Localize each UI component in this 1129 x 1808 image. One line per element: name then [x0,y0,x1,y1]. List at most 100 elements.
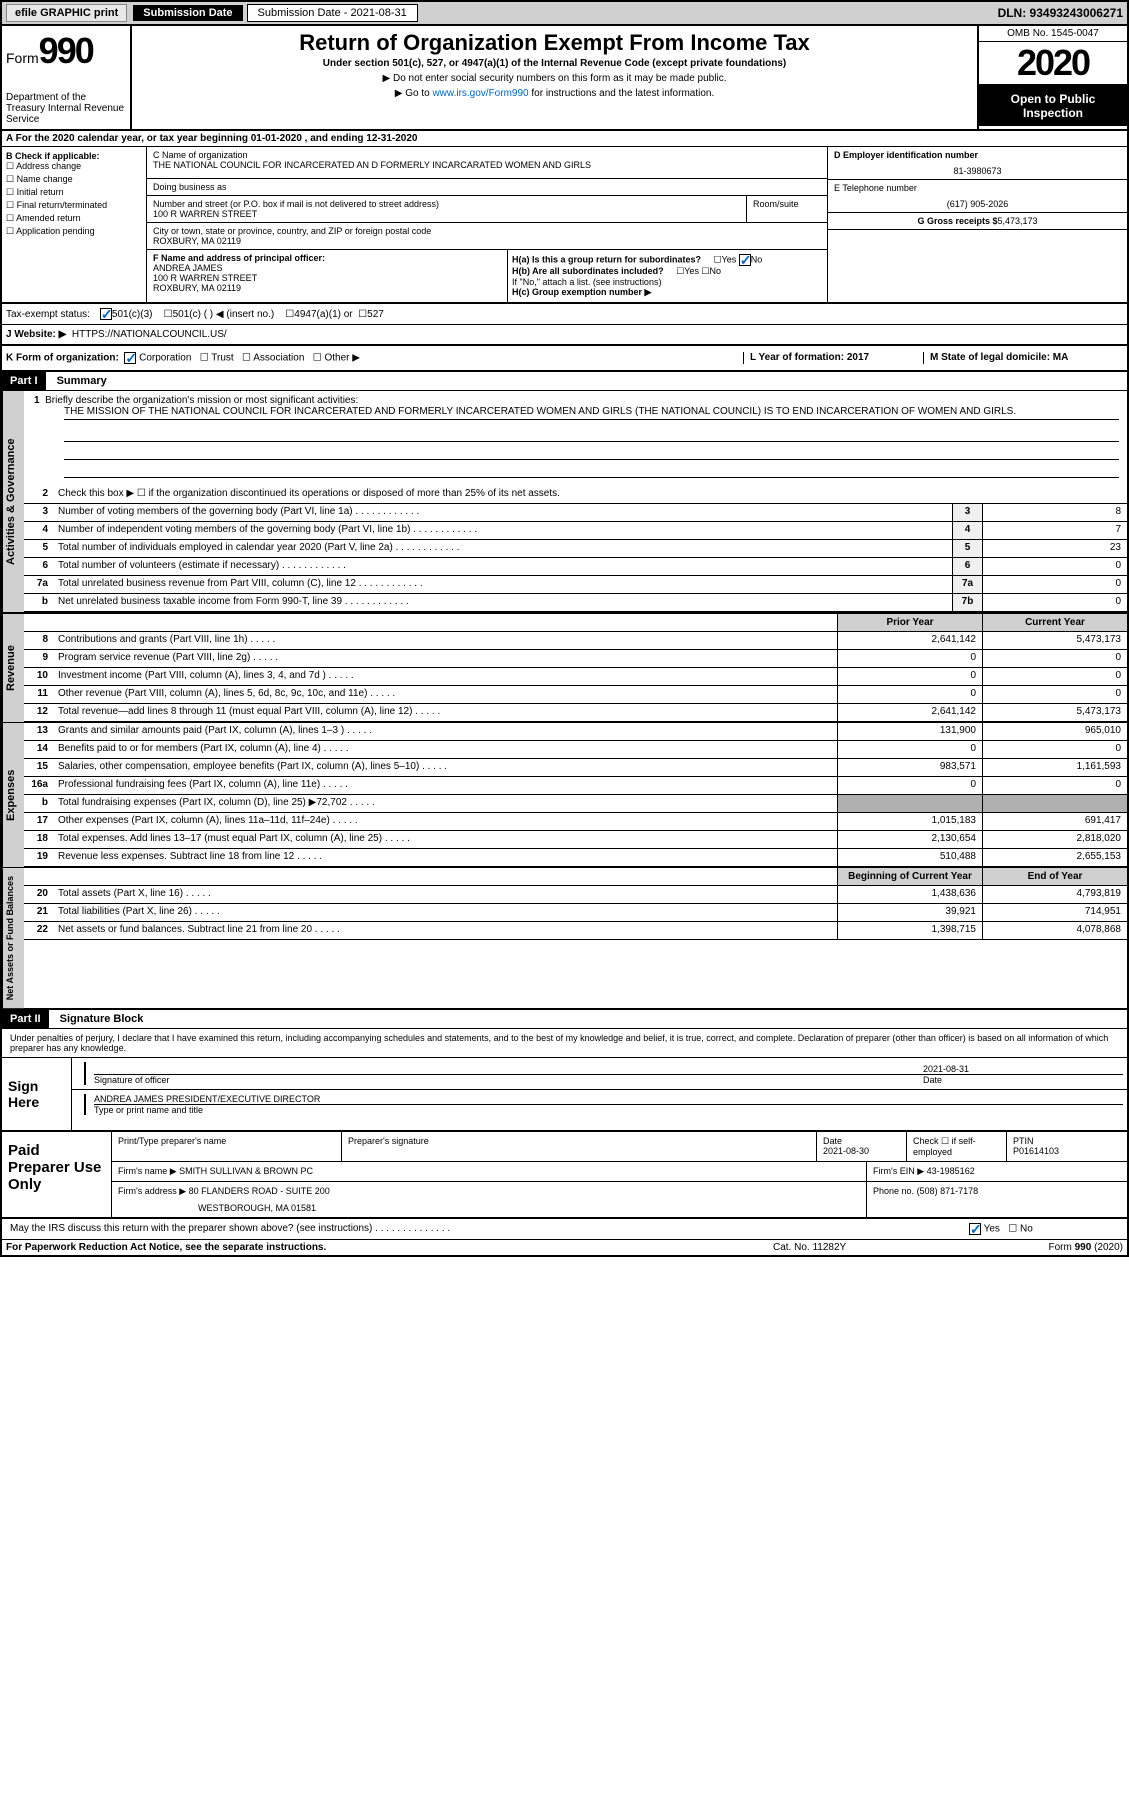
chk-amended[interactable]: ☐ Amended return [6,213,142,224]
city-cell: City or town, state or province, country… [147,223,827,250]
city-label: City or town, state or province, country… [153,226,821,236]
table-row: 20 Total assets (Part X, line 16) . . . … [24,886,1127,904]
prep-title: Paid Preparer Use Only [2,1132,112,1217]
table-row: 6 Total number of volunteers (estimate i… [24,558,1127,576]
expenses-section: Expenses 13 Grants and similar amounts p… [2,722,1127,867]
table-row: b Net unrelated business taxable income … [24,594,1127,612]
opt-4947: 4947(a)(1) or [294,309,352,320]
phone: (617) 905-2026 [834,199,1121,209]
firm-addr-cell: Firm's address ▶ 80 FLANDERS ROAD - SUIT… [112,1182,867,1217]
table-row: 16a Professional fundraising fees (Part … [24,777,1127,795]
date-label: Date [923,1074,1123,1085]
chk-name[interactable]: ☐ Name change [6,174,142,185]
prep-h4: Check ☐ if self-employed [907,1132,1007,1161]
hb: H(b) Are all subordinates included? ☐Yes… [512,266,823,277]
gross-label: G Gross receipts $ [917,216,997,226]
table-row: 8 Contributions and grants (Part VIII, l… [24,632,1127,650]
firm-cell: Firm's name ▶ SMITH SULLIVAN & BROWN PC [112,1162,867,1181]
opt-501c3: 501(c)(3) [112,309,153,320]
table-row: 18 Total expenses. Add lines 13–17 (must… [24,831,1127,849]
ein-label: D Employer identification number [834,150,1121,160]
addr-row: Number and street (or P.O. box if mail i… [147,196,827,223]
table-row: 11 Other revenue (Part VIII, column (A),… [24,686,1127,704]
website-row: J Website: ▶ HTTPS://NATIONALCOUNCIL.US/ [2,325,1127,346]
l-year: L Year of formation: 2017 [743,352,923,364]
prep-row1: Print/Type preparer's name Preparer's si… [112,1132,1127,1162]
side-net: Net Assets or Fund Balances [2,868,24,1008]
chk-pending[interactable]: ☐ Application pending [6,226,142,237]
opt-501c: 501(c) ( ) ◀ (insert no.) [173,309,275,320]
officer-name: ANDREA JAMES [153,263,501,273]
revenue-content: Prior Year Current Year 8 Contributions … [24,614,1127,722]
info-grid: B Check if applicable: ☐ Address change … [2,147,1127,304]
table-row: 21 Total liabilities (Part X, line 26) .… [24,904,1127,922]
net-content: Beginning of Current Year End of Year 20… [24,868,1127,1008]
table-row: 14 Benefits paid to or for members (Part… [24,741,1127,759]
col-b-title: B Check if applicable: [6,151,142,161]
note2-post: for instructions and the latest informat… [529,88,715,99]
table-row: 3 Number of voting members of the govern… [24,504,1127,522]
dln: DLN: 93493243006271 [998,6,1123,20]
blank-line [64,428,1119,442]
dba-cell: Doing business as [147,179,827,196]
table-row: 22 Net assets or fund balances. Subtract… [24,922,1127,940]
table-row: 9 Program service revenue (Part VIII, li… [24,650,1127,668]
irs-discuss-text: May the IRS discuss this return with the… [10,1223,969,1235]
form-label: Form990 [6,30,126,72]
declaration: Under penalties of perjury, I declare th… [2,1029,1127,1058]
tax-status-label: Tax-exempt status: [6,309,90,320]
side-activities: Activities & Governance [2,391,24,612]
k-row: K Form of organization: Corporation ☐ Tr… [2,346,1127,372]
officer-addr2: ROXBURY, MA 02119 [153,283,501,293]
phone-cell: E Telephone number (617) 905-2026 [828,180,1127,213]
col-right: D Employer identification number 81-3980… [827,147,1127,302]
chk-irs-yes[interactable] [969,1223,981,1235]
officer-label: F Name and address of principal officer: [153,253,501,263]
tax-status-row: Tax-exempt status: 501(c)(3) ☐ 501(c) ( … [2,304,1127,325]
efile-button[interactable]: efile GRAPHIC print [6,4,127,22]
chk-corp[interactable] [124,352,136,364]
prep-row2: Firm's name ▶ SMITH SULLIVAN & BROWN PC … [112,1162,1127,1182]
prep-h2: Preparer's signature [342,1132,817,1161]
irs-link[interactable]: www.irs.gov/Form990 [432,88,528,99]
sign-block: Sign Here Signature of officer 2021-08-3… [2,1058,1127,1132]
k-label: K Form of organization: [6,353,119,364]
prep-h1: Print/Type preparer's name [112,1132,342,1161]
gross-val: 5,473,173 [998,216,1038,226]
chk-final[interactable]: ☐ Final return/terminated [6,200,142,211]
prep-row3: Firm's address ▶ 80 FLANDERS ROAD - SUIT… [112,1182,1127,1217]
ch-begin: Beginning of Current Year [837,868,982,885]
table-row: 12 Total revenue—add lines 8 through 11 … [24,704,1127,722]
ein: 81-3980673 [834,166,1121,176]
prep-date-cell: Date2021-08-30 [817,1132,907,1161]
sign-row1: Signature of officer 2021-08-31 Date [72,1058,1127,1090]
chk-initial[interactable]: ☐ Initial return [6,187,142,198]
table-row: 19 Revenue less expenses. Subtract line … [24,849,1127,867]
mission-text: THE MISSION OF THE NATIONAL COUNCIL FOR … [64,406,1119,420]
officer-cell: F Name and address of principal officer:… [147,250,507,302]
room-cell: Room/suite [747,196,827,223]
org-name: THE NATIONAL COUNCIL FOR INCARCERATED AN… [153,160,821,170]
table-row: 13 Grants and similar amounts paid (Part… [24,723,1127,741]
note2-pre: ▶ Go to [395,88,433,99]
part2-label: Part II [2,1010,49,1028]
name-label: Type or print name and title [94,1104,1123,1115]
side-expenses: Expenses [2,723,24,867]
form-container: efile GRAPHIC print Submission Date Subm… [0,0,1129,1257]
chk-address[interactable]: ☐ Address change [6,161,142,172]
footer-left: For Paperwork Reduction Act Notice, see … [6,1242,773,1253]
officer-name-title: ANDREA JAMES PRESIDENT/EXECUTIVE DIRECTO… [94,1094,1123,1104]
table-row: 5 Total number of individuals employed i… [24,540,1127,558]
tax-year: 2020 [979,42,1127,86]
h-section: H(a) Is this a group return for subordin… [507,250,827,302]
chk-501c3[interactable] [100,308,112,320]
sig-field[interactable]: Signature of officer [84,1062,923,1085]
part2-title: Signature Block [52,1010,152,1028]
footer: For Paperwork Reduction Act Notice, see … [2,1240,1127,1255]
firm-phone-cell: Phone no. (508) 871-7178 [867,1182,1127,1217]
blank-line [64,464,1119,478]
org-name-label: C Name of organization [153,150,821,160]
section-a: A For the 2020 calendar year, or tax yea… [2,131,1127,147]
header: Form990 Department of the Treasury Inter… [2,26,1127,131]
mission-label: Briefly describe the organization's miss… [45,395,358,406]
